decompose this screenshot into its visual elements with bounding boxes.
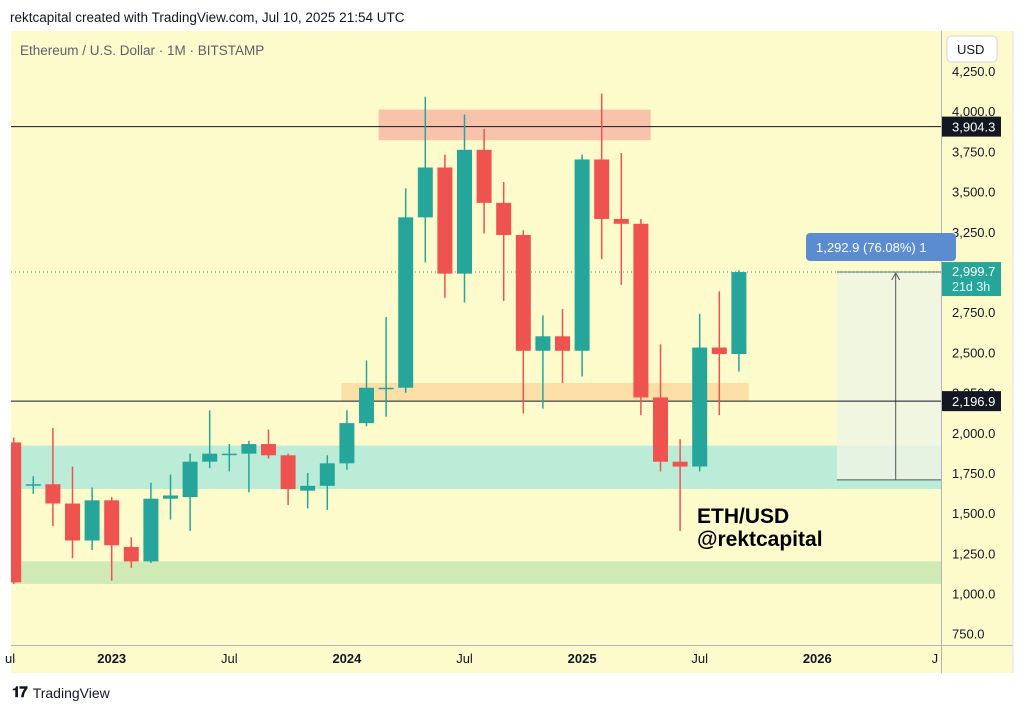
candle-bullish[interactable] [574,159,590,351]
time-tick-label: Jul [691,651,708,666]
time-tick-label: 2025 [568,651,597,666]
candle-bullish[interactable] [300,485,316,491]
watermark-line-2: @rektcapital [697,528,823,551]
current-price-label: 2,999.7 [952,264,995,279]
candle-bullish[interactable] [241,444,257,454]
price-tick-label: 750.0 [952,627,985,642]
tradingview-brand: TradingView [32,684,110,701]
candle-bullish[interactable] [417,167,433,218]
candle-bullish[interactable] [202,453,218,462]
price-tick-label: 4,000.0 [952,104,995,119]
time-tick-label: ul [5,651,15,666]
price-tick-label: 2,000.0 [952,426,995,441]
candle-bearish[interactable] [653,397,668,462]
price-tick-label: 3,500.0 [952,185,995,200]
candle-bullish[interactable] [25,484,41,486]
candles-group [6,93,747,584]
price-tick-label: 1,750.0 [952,466,995,481]
time-tick-label: Jul [221,651,238,666]
candle-bullish[interactable] [182,461,198,498]
time-tick-label: Jul [456,651,473,666]
price-tick-label: 4,250.0 [952,64,995,79]
time-axis-background [11,645,941,673]
time-tick-label: 2026 [803,651,832,666]
candle-bearish[interactable] [45,484,61,504]
time-tick-label: 2023 [97,651,126,666]
candle-bearish[interactable] [261,444,276,456]
current-price-label-bg [942,262,1001,297]
candle-bullish[interactable] [221,453,237,456]
candle-countdown-label: 21d 3h [952,280,990,294]
candle-bearish[interactable] [633,223,649,398]
candle-bearish[interactable] [6,442,22,583]
candle-bearish[interactable] [104,500,120,546]
candle-bearish[interactable] [515,235,531,351]
candle-bullish[interactable] [398,217,414,388]
level-price-label-bg [942,391,1001,412]
candle-bullish[interactable] [731,272,747,354]
watermark-line-1: ETH/USD [697,505,789,528]
currency-button-label[interactable]: USD [957,42,984,57]
candle-bearish[interactable] [280,455,296,490]
tradingview-footer[interactable]: 𝟏𝟕 TradingView [12,684,110,701]
candle-bullish[interactable] [339,423,355,464]
measure-arrow-head [891,272,901,281]
price-tick-label: 2,500.0 [952,345,995,360]
symbol-title: Ethereum / U.S. Dollar · 1M · BITSTAMP [20,43,264,58]
chart-credit-header: rektcapital created with TradingView.com… [10,10,405,25]
zone-resistance [378,109,651,141]
candle-bearish[interactable] [476,149,492,203]
tradingview-logo-icon: 𝟏𝟕 [12,684,28,701]
price-tick-label: 1,500.0 [952,506,995,521]
currency-button[interactable] [946,35,998,63]
candle-bullish[interactable] [378,387,394,390]
candle-bullish[interactable] [143,498,159,562]
candle-bullish[interactable] [163,495,178,499]
candle-bullish[interactable] [457,149,472,274]
candle-bearish[interactable] [496,202,512,236]
price-tick-label: 1,250.0 [952,546,995,561]
measure-range-area [836,272,941,480]
candle-bearish[interactable] [65,503,80,541]
candle-bearish[interactable] [711,347,727,354]
price-tick-label: 1,000.0 [952,587,995,602]
price-tick-label: 2,750.0 [952,305,995,320]
zone-support-green [11,561,941,584]
measure-label: 1,292.9 (76.08%) 1 [816,240,927,255]
level-price-label: 2,196.9 [952,394,995,409]
candle-bullish[interactable] [535,336,551,351]
time-tick-label: J [932,651,939,666]
price-axis-background [941,31,1013,673]
candle-bearish[interactable] [613,218,629,224]
candle-bullish[interactable] [319,463,335,486]
zone-support-teal [11,445,941,490]
candle-bearish[interactable] [672,461,688,467]
level-price-label-bg [942,116,1001,137]
candle-bullish[interactable] [84,500,100,541]
price-tick-label: 3,750.0 [952,144,995,159]
candle-bearish[interactable] [555,336,570,351]
candle-bearish[interactable] [437,167,453,274]
measure-label-bg [806,233,956,261]
level-price-label: 3,904.3 [952,120,995,135]
time-tick-label: 2024 [332,651,362,666]
candle-bullish[interactable] [692,347,708,467]
price-tick-label: 3,250.0 [952,225,995,240]
candle-bullish[interactable] [359,387,374,424]
candle-bearish[interactable] [594,159,610,219]
candle-bearish[interactable] [123,546,139,562]
